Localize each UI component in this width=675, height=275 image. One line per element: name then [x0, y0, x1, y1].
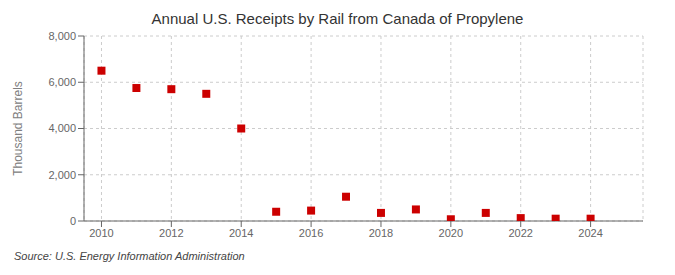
- svg-text:0: 0: [70, 215, 76, 227]
- svg-text:Thousand Barrels: Thousand Barrels: [11, 81, 25, 176]
- svg-text:2024: 2024: [578, 227, 602, 239]
- html-text:Annual U.S. Receipts by Rail f: Annual U.S. Receipts by Rail from Canada…: [151, 10, 524, 27]
- svg-text:2018: 2018: [369, 227, 393, 239]
- html-text:Source: U.S. Energy Informatio: Source: U.S. Energy Information Administ…: [14, 250, 245, 262]
- svg-text:2014: 2014: [229, 227, 253, 239]
- svg-text:2020: 2020: [439, 227, 463, 239]
- svg-text:2010: 2010: [89, 227, 113, 239]
- svg-text:4,000: 4,000: [48, 122, 76, 134]
- svg-text:2022: 2022: [508, 227, 532, 239]
- svg-text:2012: 2012: [159, 227, 183, 239]
- svg-text:2016: 2016: [299, 227, 323, 239]
- svg-text:6,000: 6,000: [48, 76, 76, 88]
- svg-text:8,000: 8,000: [48, 30, 76, 42]
- svg-text:2,000: 2,000: [48, 169, 76, 181]
